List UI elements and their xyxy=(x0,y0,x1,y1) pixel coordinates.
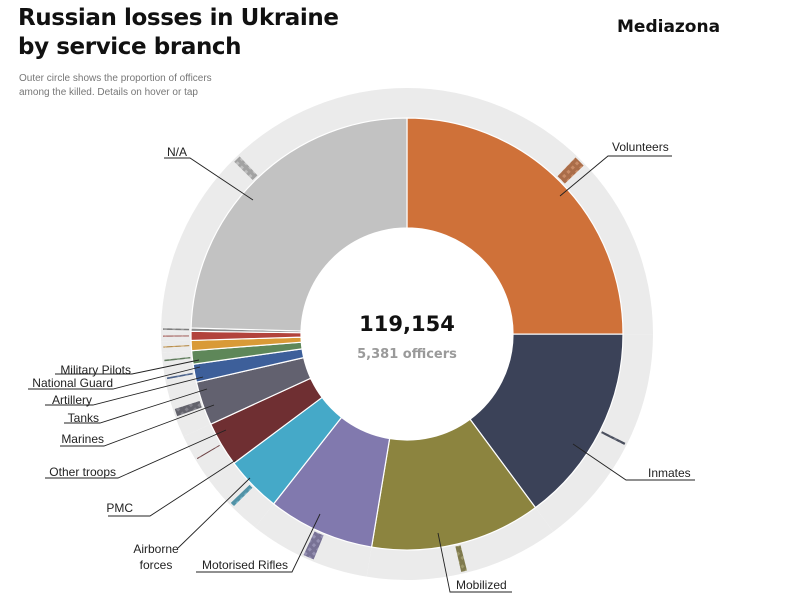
label-other-troops: Other troops xyxy=(49,465,116,479)
label-airborne-forces-line-1: Airborne xyxy=(133,542,179,556)
label-marines: Marines xyxy=(61,432,104,446)
leader-line-marines xyxy=(60,404,215,447)
label-artillery: Artillery xyxy=(52,393,92,407)
leader-line-volunteers xyxy=(559,155,672,197)
label-n-a: N/A xyxy=(167,145,187,159)
leader-line-airborne-forces xyxy=(177,477,251,549)
leader-line-other-troops xyxy=(45,429,227,479)
officer-band-pattern-motorised-rifles xyxy=(303,531,324,560)
brand-logo[interactable]: Mediazona xyxy=(617,17,721,37)
label-tanks: Tanks xyxy=(68,411,99,425)
chart-title-line-2: by service branch xyxy=(18,34,242,60)
label-volunteers: Volunteers xyxy=(612,140,669,154)
officer-band-pattern-tanks xyxy=(164,357,191,362)
chart-title: Russian losses in Ukraine by service bra… xyxy=(18,4,339,62)
officer-band-pattern-pmc xyxy=(196,444,220,460)
leader-line-n-a xyxy=(164,157,254,201)
total-value: 119,154 xyxy=(359,312,455,336)
officer-band-pattern-mobilized xyxy=(455,545,467,572)
officer-ring xyxy=(160,88,653,580)
label-pmc: PMC xyxy=(106,501,133,515)
ring-bg-volunteers xyxy=(407,88,653,335)
officer-band-pattern-military-pilots xyxy=(163,328,190,331)
leader-line-mobilized xyxy=(437,532,512,593)
label-motorised-rifles: Motorised Rifles xyxy=(202,558,288,572)
ring-bg-pmc xyxy=(183,424,234,482)
slice-n-a[interactable] xyxy=(190,117,408,332)
slice-volunteers[interactable] xyxy=(406,117,624,335)
officer-band-pattern-other-troops xyxy=(174,400,202,417)
leader-line-inmates xyxy=(572,443,695,481)
subtitle-line-2: among the killed. Details on hover or ta… xyxy=(19,87,198,98)
officer-band-pattern-n-a xyxy=(234,156,258,181)
slices-group xyxy=(190,117,624,551)
label-military-pilots: Military Pilots xyxy=(60,363,131,377)
label-airborne-forces-line-2: forces xyxy=(140,558,173,572)
chart-title-line-1: Russian losses in Ukraine xyxy=(18,5,339,31)
officer-band-pattern-airborne-forces xyxy=(230,484,253,507)
officer-band-pattern-national-guard xyxy=(163,335,190,337)
officer-band-pattern-artillery xyxy=(163,345,190,348)
leader-line-tanks xyxy=(64,388,208,424)
leader-line-artillery xyxy=(45,376,204,406)
leader-line-military-pilots xyxy=(55,359,200,375)
labels-group: Volunteers Inmates Mobilized Motorised Rifl… xyxy=(32,140,690,592)
label-inmates: Inmates xyxy=(648,466,691,480)
ring-bg-n-a xyxy=(161,88,407,328)
officer-band-pattern-marines xyxy=(166,372,193,380)
leader-line-pmc xyxy=(108,459,237,517)
officers-count: 5,381 officers xyxy=(357,347,457,362)
subtitle-line-1: Outer circle shows the proportion of off… xyxy=(19,73,212,84)
leader-line-motorised-rifles xyxy=(196,513,321,573)
officer-band-pattern-volunteers xyxy=(557,157,584,184)
label-mobilized: Mobilized xyxy=(456,578,507,592)
label-national-guard: National Guard xyxy=(32,376,113,390)
donut-hole xyxy=(301,228,513,440)
chart-subtitle: Outer circle shows the proportion of off… xyxy=(19,72,259,100)
officer-band-pattern-inmates xyxy=(601,431,626,445)
leader-line-national-guard xyxy=(28,366,201,390)
leader-lines-group xyxy=(28,155,695,593)
